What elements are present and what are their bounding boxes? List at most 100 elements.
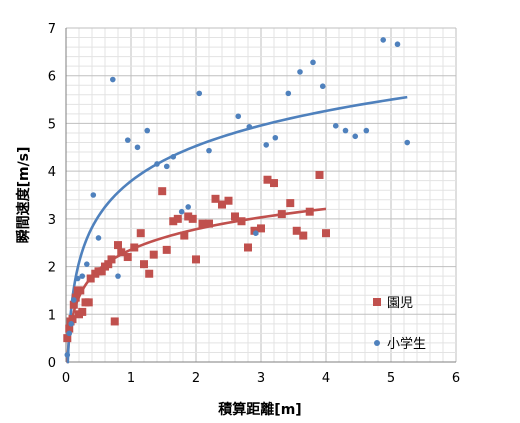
data-point-series-1 — [305, 207, 314, 216]
data-point-series-1 — [244, 243, 252, 252]
y-tick-label: 6 — [48, 70, 56, 85]
y-tick-label: 7 — [48, 22, 56, 37]
data-point-series-1 — [277, 210, 286, 219]
data-point-series-2 — [332, 123, 339, 129]
data-point-series-1 — [211, 194, 220, 203]
data-point-series-2 — [124, 137, 131, 143]
data-point-series-2 — [84, 261, 90, 267]
data-point-series-1 — [68, 315, 77, 324]
data-point-series-2 — [71, 297, 77, 303]
data-point-series-2 — [394, 41, 401, 48]
data-points — [63, 37, 411, 358]
data-point-series-2 — [90, 192, 97, 198]
data-point-series-1 — [117, 248, 126, 257]
data-point-series-1 — [292, 226, 301, 235]
y-tick-label: 5 — [48, 117, 56, 132]
data-point-series-1 — [218, 200, 226, 209]
legend-marker-circle — [374, 340, 380, 346]
data-point-series-2 — [319, 83, 326, 90]
y-axis-title: 瞬間速度[m/s] — [15, 147, 32, 244]
data-point-series-2 — [64, 352, 71, 358]
data-point-series-1 — [237, 217, 246, 226]
data-point-series-2 — [134, 144, 141, 151]
data-point-series-2 — [272, 134, 279, 141]
legend: 園児 小学生 — [373, 296, 426, 352]
data-point-series-2 — [206, 147, 212, 154]
data-point-series-2 — [79, 273, 86, 279]
data-point-series-1 — [192, 255, 200, 264]
data-point-series-2 — [363, 127, 370, 134]
data-point-series-1 — [322, 229, 330, 238]
data-point-series-2 — [110, 76, 116, 83]
data-point-series-1 — [71, 293, 80, 302]
data-point-series-1 — [205, 219, 213, 228]
data-point-series-2 — [154, 161, 160, 167]
data-point-series-2 — [115, 273, 121, 279]
y-tick-label: 2 — [48, 261, 56, 276]
x-tick-label: 5 — [387, 371, 395, 386]
y-tick-label: 1 — [48, 308, 56, 323]
data-point-series-1 — [78, 307, 87, 316]
data-point-series-2 — [297, 69, 303, 75]
data-point-series-1 — [184, 212, 193, 221]
data-point-series-1 — [149, 250, 158, 259]
data-point-series-2 — [95, 235, 102, 241]
data-point-series-2 — [380, 37, 387, 43]
data-point-series-2 — [185, 204, 191, 210]
data-point-series-1 — [263, 175, 272, 184]
data-point-series-1 — [231, 212, 239, 221]
data-point-series-1 — [224, 196, 233, 205]
data-point-series-1 — [123, 253, 132, 262]
data-point-series-1 — [104, 260, 113, 269]
x-tick-label: 3 — [257, 371, 265, 386]
data-point-series-2 — [253, 230, 259, 236]
data-point-series-1 — [299, 231, 308, 240]
x-tick-label: 0 — [62, 371, 70, 386]
data-point-series-1 — [107, 255, 116, 264]
data-point-series-2 — [352, 133, 359, 140]
data-point-series-2 — [196, 90, 203, 97]
data-point-series-1 — [286, 199, 295, 208]
y-tick-label: 3 — [48, 213, 56, 228]
data-point-series-1 — [188, 214, 197, 223]
data-point-series-1 — [270, 179, 278, 188]
data-point-series-1 — [69, 300, 78, 309]
data-point-series-1 — [145, 269, 154, 278]
data-point-series-1 — [65, 324, 74, 333]
data-point-series-1 — [110, 317, 119, 326]
data-point-series-1 — [130, 243, 139, 252]
data-point-series-1 — [97, 267, 106, 276]
data-point-series-2 — [235, 113, 242, 120]
legend-label-series-1: 園児 — [387, 296, 413, 311]
data-point-series-2 — [404, 139, 411, 146]
y-tick-label: 4 — [48, 165, 56, 180]
data-point-series-1 — [169, 217, 178, 226]
x-tick-label: 6 — [452, 371, 460, 386]
data-point-series-2 — [342, 127, 349, 134]
data-point-series-2 — [66, 330, 73, 337]
data-point-series-1 — [180, 231, 189, 240]
x-tick-label: 1 — [127, 371, 135, 386]
data-point-series-1 — [173, 214, 182, 223]
data-point-series-2 — [263, 142, 270, 148]
data-point-series-1 — [136, 229, 145, 238]
legend-marker-square — [373, 298, 381, 306]
y-tick-label: 0 — [48, 356, 56, 371]
data-point-series-2 — [310, 59, 316, 66]
data-point-series-1 — [84, 298, 93, 307]
axes — [65, 28, 456, 363]
data-point-series-1 — [158, 187, 167, 196]
data-point-series-1 — [257, 224, 265, 233]
data-point-series-2 — [163, 163, 170, 170]
data-point-series-1 — [76, 286, 85, 295]
data-point-series-1 — [198, 219, 207, 228]
data-point-series-1 — [162, 245, 171, 254]
data-point-series-2 — [68, 321, 74, 327]
data-point-series-2 — [144, 127, 151, 134]
data-point-series-2 — [74, 275, 81, 282]
tick-labels: 0 1 2 3 4 5 6 0 1 2 3 4 5 6 7 — [48, 22, 460, 386]
x-tick-label: 2 — [192, 371, 200, 386]
x-tick-label: 4 — [322, 371, 330, 386]
grid — [65, 27, 457, 363]
